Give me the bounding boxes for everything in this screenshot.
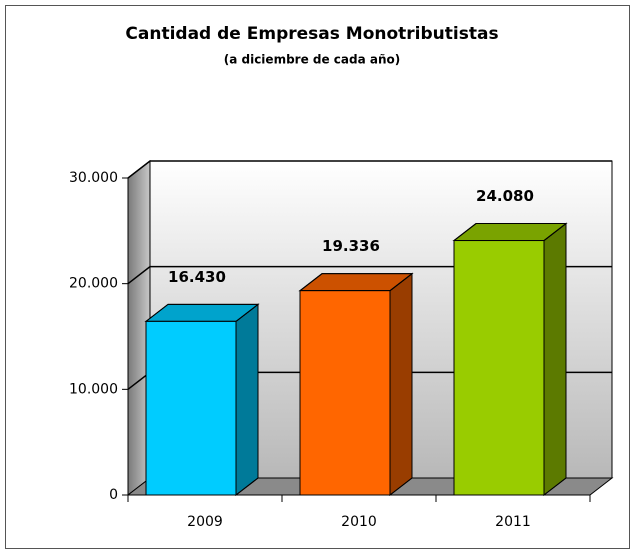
bar	[453, 240, 545, 496]
bar-side-shade	[389, 272, 413, 497]
bar-side-shade	[543, 222, 567, 497]
value-label: 16.430	[168, 268, 226, 286]
y-tick-label: 20.000	[69, 276, 118, 292]
x-tick-label: 2009	[187, 514, 223, 530]
x-tick-label: 2011	[495, 514, 531, 530]
y-tick-label: 30.000	[69, 170, 118, 186]
chart-subtitle: (a diciembre de cada año)	[224, 53, 401, 67]
x-tick-label: 2010	[341, 514, 377, 530]
bar	[299, 290, 391, 496]
grid-line	[127, 160, 612, 179]
y-tick-label: 10.000	[69, 381, 118, 397]
value-label: 24.080	[476, 187, 534, 205]
value-label: 19.336	[322, 237, 380, 255]
bar	[145, 320, 237, 496]
chart-title: Cantidad de Empresas Monotributistas	[125, 24, 498, 44]
bar-side-shade	[235, 303, 259, 497]
y-tick-label: 0	[109, 487, 118, 503]
